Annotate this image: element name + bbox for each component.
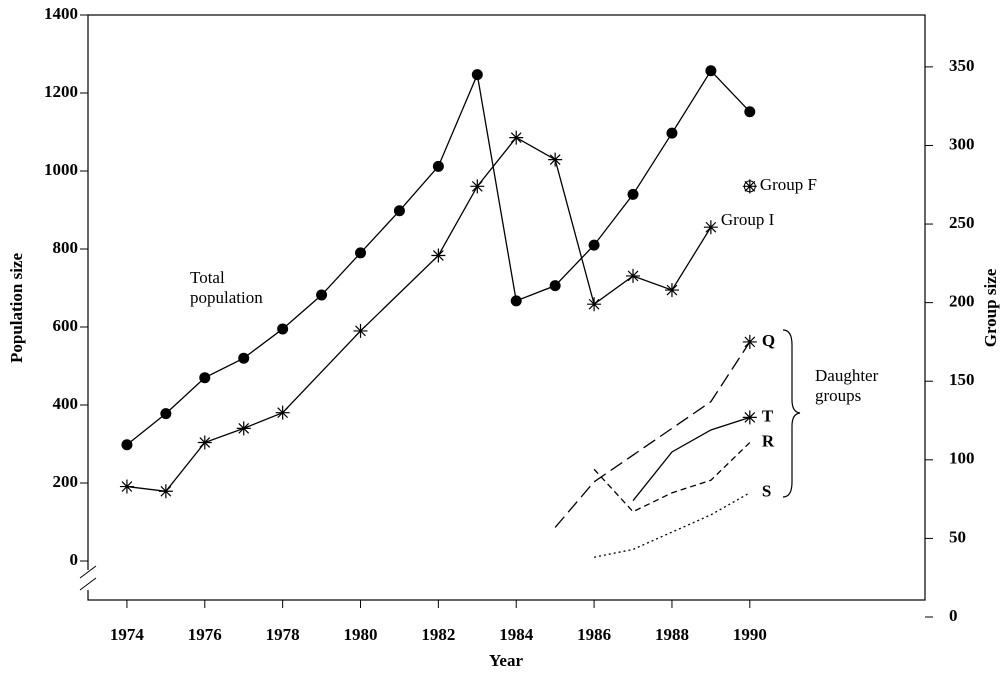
- axis-break-gap: [84, 570, 92, 590]
- y-tick-label: 400: [53, 394, 79, 413]
- star-marker: [587, 297, 602, 312]
- circle-marker: [627, 188, 639, 200]
- y-tick-label: 0: [70, 550, 79, 569]
- y-tick-label: 1200: [44, 82, 78, 101]
- x-tick-label: 1978: [266, 625, 300, 644]
- circle-marker: [549, 280, 561, 292]
- axis-break: [79, 577, 97, 591]
- y-tick-label: 1400: [44, 4, 78, 23]
- star-marker: [626, 268, 641, 283]
- y2-tick-label: 50: [949, 527, 966, 546]
- y2-tick-label: 350: [949, 56, 975, 75]
- series-label: S: [762, 482, 771, 501]
- circle-marker: [705, 65, 717, 77]
- star-marker: [275, 405, 290, 420]
- star-marker: [119, 479, 134, 494]
- x-tick-label: 1988: [655, 625, 689, 644]
- y2-tick-label: 150: [949, 370, 975, 389]
- circle-marker: [588, 239, 600, 251]
- circle-marker: [160, 408, 172, 420]
- y-axis-title: Population size: [7, 253, 26, 363]
- x-tick-label: 1980: [344, 625, 378, 644]
- series-label: Q: [762, 331, 775, 350]
- circle-marker: [277, 323, 289, 335]
- star-marker: [664, 283, 679, 298]
- x-tick-label: 1976: [188, 625, 222, 644]
- star-marker: [236, 421, 251, 436]
- series-label: Group F: [760, 175, 817, 194]
- x-axis-title: Year: [489, 651, 523, 670]
- star-marker: [703, 220, 718, 235]
- star-marker: [431, 248, 446, 263]
- series-label: R: [762, 431, 775, 450]
- series-line: [554, 341, 751, 528]
- circle-marker: [744, 106, 756, 118]
- series-label: T: [762, 406, 774, 425]
- y-tick-label: 600: [53, 316, 79, 335]
- y-tick-label: 200: [53, 472, 79, 491]
- brace: [782, 329, 801, 498]
- star-marker: [197, 435, 212, 450]
- y2-tick-label: 200: [949, 292, 975, 311]
- circle-marker: [355, 247, 367, 259]
- annotation: Daughter groups: [815, 366, 879, 405]
- y-tick-label: 1000: [44, 160, 78, 179]
- y2-tick-label: 0: [949, 606, 958, 625]
- star-marker: [470, 179, 485, 194]
- y2-tick-label: 250: [949, 213, 975, 232]
- star-marker: [742, 179, 757, 194]
- circle-marker: [121, 439, 133, 451]
- series-line: [593, 492, 751, 558]
- circle-marker: [199, 372, 211, 384]
- series-line: [593, 442, 751, 513]
- star-marker: [742, 334, 757, 349]
- circle-marker: [432, 160, 444, 172]
- series-line: [126, 136, 712, 492]
- x-tick-label: 1984: [499, 625, 534, 644]
- axis-break: [79, 565, 97, 579]
- series-label: Group I: [721, 210, 775, 229]
- circle-marker: [666, 127, 678, 139]
- circle-marker: [471, 69, 483, 81]
- circle-marker: [393, 205, 405, 217]
- y2-tick-label: 100: [949, 449, 975, 468]
- y2-axis-title: Group size: [981, 268, 1000, 347]
- star-marker: [742, 410, 757, 425]
- x-tick-label: 1986: [577, 625, 611, 644]
- circle-marker: [316, 289, 328, 301]
- circle-marker: [238, 352, 250, 364]
- star-marker: [353, 323, 368, 338]
- circle-marker: [510, 295, 522, 307]
- y2-tick-label: 300: [949, 134, 975, 153]
- star-marker: [158, 484, 173, 499]
- x-tick-label: 1982: [421, 625, 455, 644]
- x-tick-label: 1990: [733, 625, 767, 644]
- series-label: Total population: [190, 268, 263, 307]
- plot-frame: [87, 14, 926, 601]
- star-marker: [509, 130, 524, 145]
- star-marker: [548, 152, 563, 167]
- x-tick-label: 1974: [110, 625, 145, 644]
- y-tick-label: 800: [53, 238, 79, 257]
- series-line: [632, 416, 751, 502]
